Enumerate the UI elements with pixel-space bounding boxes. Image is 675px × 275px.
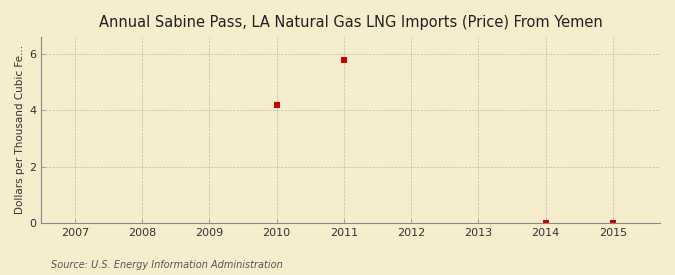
Y-axis label: Dollars per Thousand Cubic Fe...: Dollars per Thousand Cubic Fe... (15, 45, 25, 214)
Title: Annual Sabine Pass, LA Natural Gas LNG Imports (Price) From Yemen: Annual Sabine Pass, LA Natural Gas LNG I… (99, 15, 603, 30)
Text: Source: U.S. Energy Information Administration: Source: U.S. Energy Information Administ… (51, 260, 282, 270)
